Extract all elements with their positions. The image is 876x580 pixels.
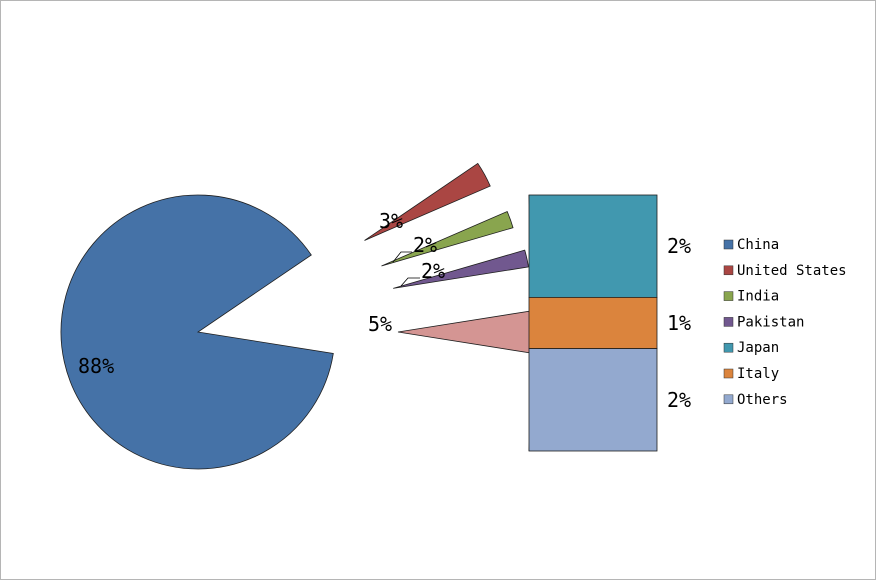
bar-segment-italy [528, 296, 658, 349]
bar-segment-japan [528, 194, 658, 298]
legend-swatch-india [723, 291, 734, 301]
pie-label-india: 2% [413, 233, 437, 257]
pie-group: 88% 3% 2%2% 5% [60, 162, 536, 470]
leader-line-pakistan [400, 277, 420, 287]
stacked-bar-group: 2% 1% 2% [528, 194, 691, 452]
bar-segment-others [528, 348, 658, 452]
pie-label-united-states: 3% [379, 209, 403, 233]
legend-label-others: Others [737, 392, 788, 408]
legend-swatch-united-states [723, 265, 734, 276]
pie-slice-other [397, 310, 536, 354]
legend-swatch-others [723, 394, 734, 405]
pie-slice-united-states [364, 162, 491, 241]
pie-label-pakistan: 2% [421, 259, 445, 283]
legend-label-india: India [737, 289, 779, 305]
legend-label-pakistan: Pakistan [737, 314, 804, 330]
pie-slice-india [381, 211, 514, 267]
legend-swatch-pakistan [723, 317, 734, 327]
bar-label-japan: 2% [667, 234, 691, 258]
bar-label-italy: 1% [667, 311, 691, 335]
legend-swatch-japan [723, 342, 734, 353]
pie-slice-pakistan [393, 249, 529, 289]
pie-label-china: 88% [78, 354, 114, 378]
legend-label-japan: Japan [737, 340, 779, 356]
legend-label-united-states: United States [737, 263, 847, 279]
pie-label-other: 5% [368, 312, 392, 336]
leader-line-india [392, 251, 412, 263]
legend-label-china: China [737, 237, 779, 253]
legend: China United States India Pakistan Japan Ital… [723, 237, 847, 408]
legend-swatch-china [723, 239, 734, 250]
legend-label-italy: Italy [737, 366, 779, 382]
bar-label-others: 2% [667, 388, 691, 412]
pie-slice-china [60, 194, 334, 470]
legend-swatch-italy [723, 368, 734, 379]
